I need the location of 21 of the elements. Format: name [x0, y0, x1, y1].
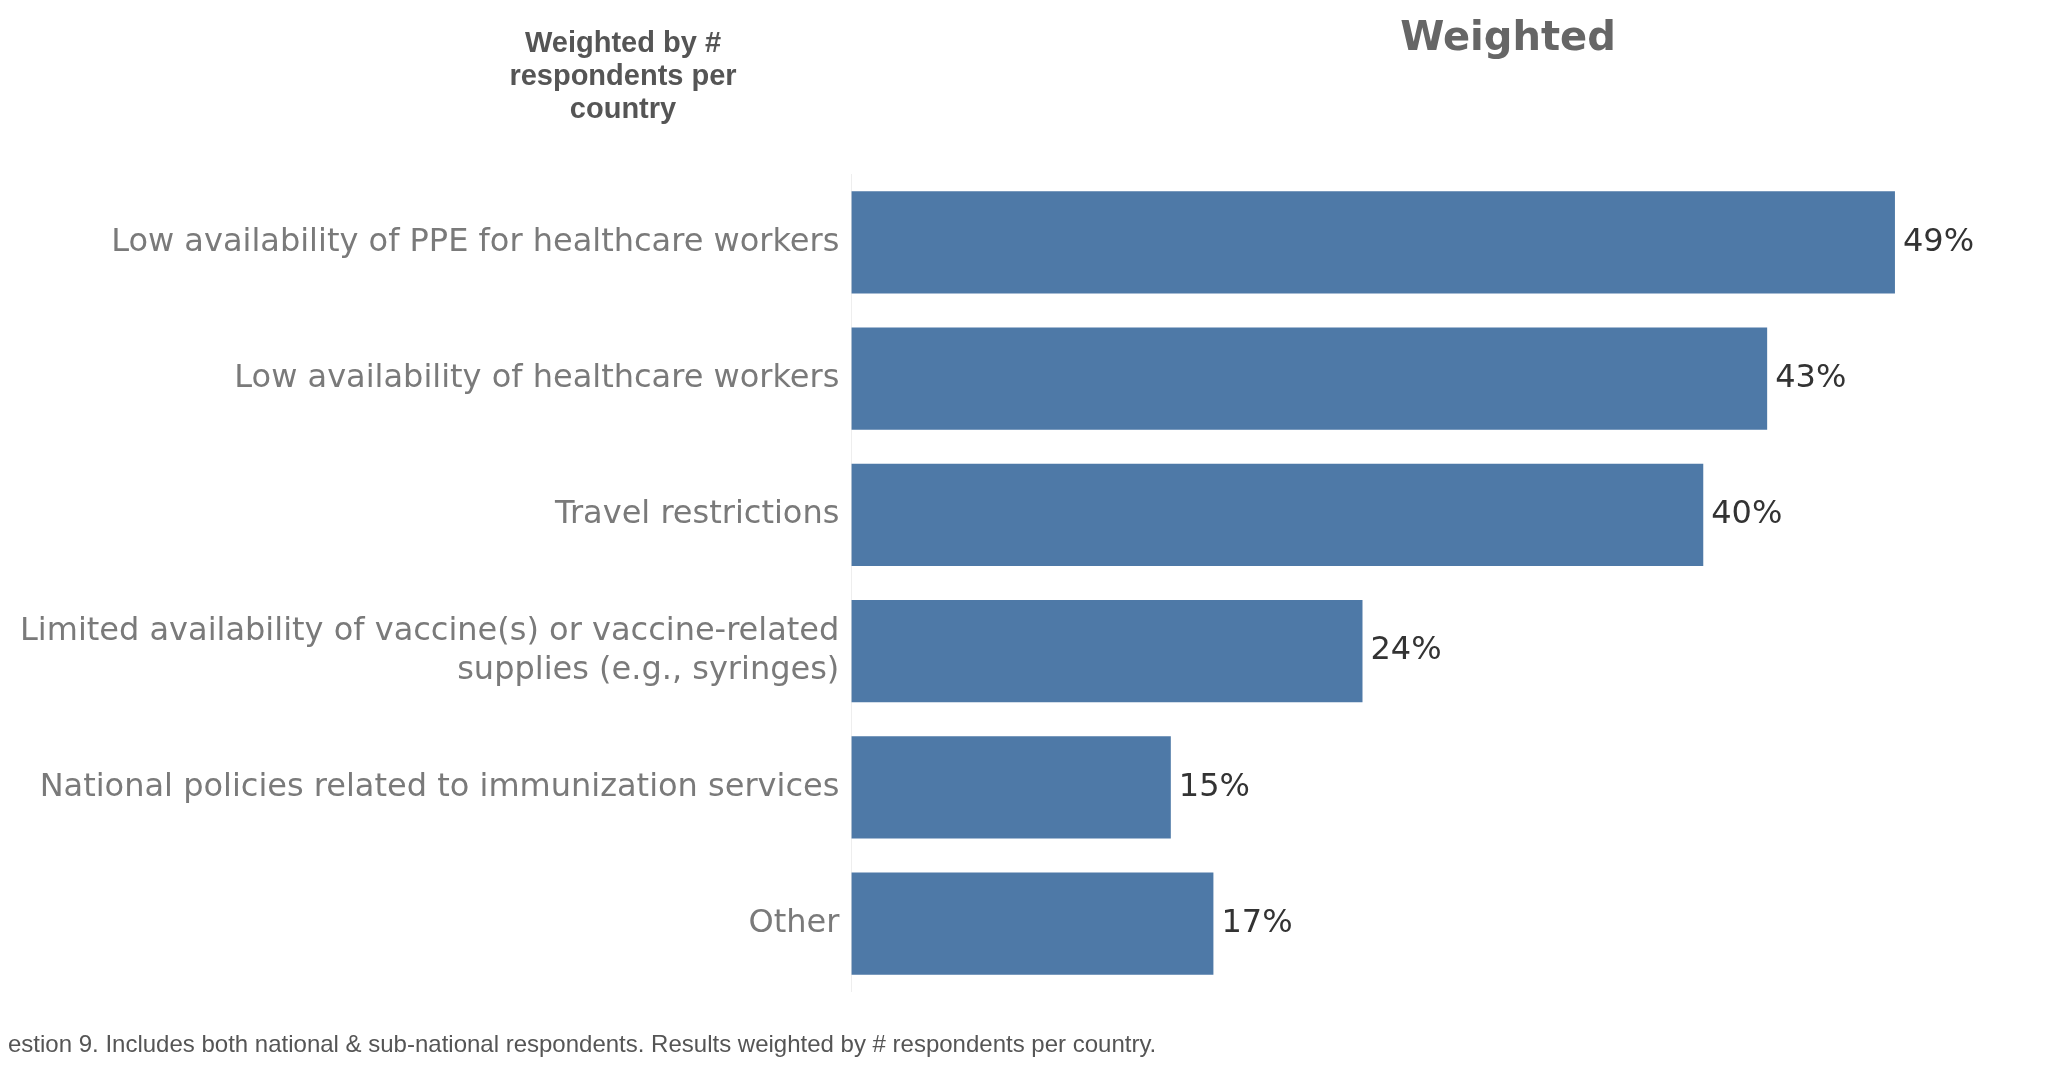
- y-tick-label: Travel restrictions: [554, 493, 840, 532]
- bar: [851, 600, 1363, 703]
- bar: [851, 463, 1704, 566]
- data-label: 40%: [1711, 493, 1783, 532]
- data-label: 15%: [1178, 765, 1250, 804]
- bar: [851, 736, 1171, 839]
- y-tick-label: Low availability of PPE for healthcare workers: [111, 220, 840, 259]
- bar: [851, 872, 1214, 975]
- y-tick-label: National policies related to immunization services: [39, 765, 840, 804]
- data-label: 24%: [1370, 629, 1442, 668]
- y-tick-label: Other: [748, 901, 841, 940]
- y-tick-label: Limited availability of vaccine(s) or vaccine-related supplies (e.g., syringes): [20, 610, 840, 687]
- data-label: 43%: [1775, 356, 1847, 395]
- chart-title: Weighted: [1399, 13, 1617, 59]
- text: estion 9. Includes both national & sub-national respondents. Results weighted by # respondents per country.: [8, 1030, 1157, 1058]
- data-label: 17%: [1221, 901, 1293, 940]
- bar: [851, 191, 1895, 294]
- data-label: 49%: [1902, 220, 1975, 259]
- y-tick-label: Low availability of healthcare workers: [234, 356, 840, 395]
- bar: [851, 327, 1768, 430]
- chart-subtitle: Weighted by # respondents per country: [508, 26, 738, 125]
